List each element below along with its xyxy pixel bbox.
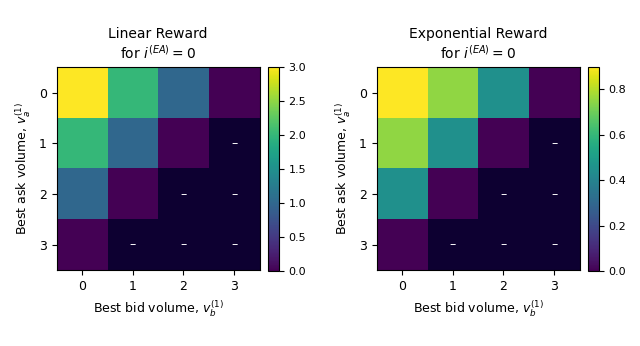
Text: –: – — [551, 137, 557, 150]
Title: Exponential Reward
for $i^{(EA)} = 0$: Exponential Reward for $i^{(EA)} = 0$ — [409, 27, 547, 62]
X-axis label: Best bid volume, $v_b^{(1)}$: Best bid volume, $v_b^{(1)}$ — [93, 299, 223, 319]
Text: –: – — [231, 238, 237, 252]
Text: –: – — [449, 238, 456, 252]
Text: –: – — [500, 238, 506, 252]
Text: –: – — [551, 238, 557, 252]
Y-axis label: Best ask volume, $v_a^{(1)}$: Best ask volume, $v_a^{(1)}$ — [334, 102, 353, 235]
Text: –: – — [180, 238, 186, 252]
Text: –: – — [231, 137, 237, 150]
Title: Linear Reward
for $i^{(EA)} = 0$: Linear Reward for $i^{(EA)} = 0$ — [108, 27, 208, 62]
Text: –: – — [231, 188, 237, 201]
Y-axis label: Best ask volume, $v_a^{(1)}$: Best ask volume, $v_a^{(1)}$ — [14, 102, 33, 235]
X-axis label: Best bid volume, $v_b^{(1)}$: Best bid volume, $v_b^{(1)}$ — [413, 299, 543, 319]
Text: –: – — [180, 188, 186, 201]
Text: –: – — [551, 188, 557, 201]
Text: –: – — [129, 238, 136, 252]
Text: –: – — [500, 188, 506, 201]
